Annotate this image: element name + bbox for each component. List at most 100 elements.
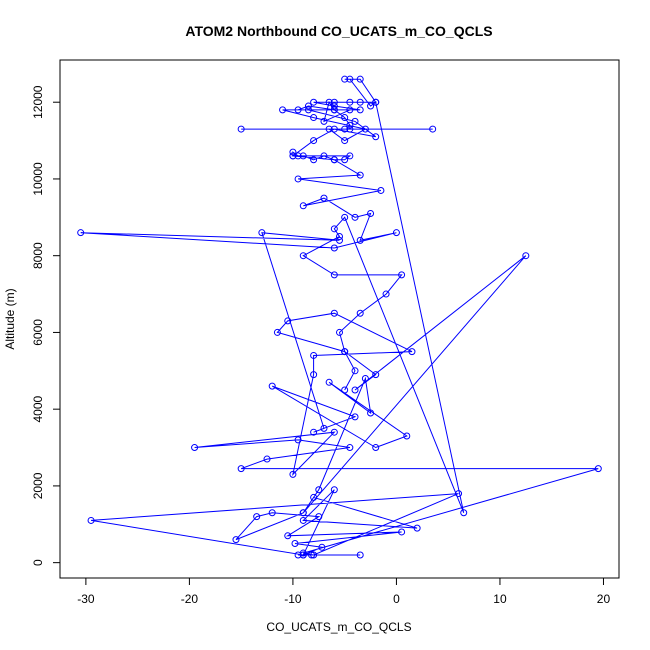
x-tick-label: -10: [284, 592, 302, 606]
data-point: [299, 509, 307, 517]
data-point: [304, 102, 312, 110]
data-point: [330, 106, 338, 114]
data-point: [299, 202, 307, 210]
y-axis-label: Altitude (m): [3, 288, 17, 349]
data-point: [330, 271, 338, 279]
data-point: [346, 98, 354, 106]
y-tick-label: 8000: [31, 242, 45, 269]
data-point: [341, 386, 349, 394]
data-point: [330, 156, 338, 164]
data-point: [330, 225, 338, 233]
data-point: [87, 516, 95, 524]
data-point: [310, 493, 318, 501]
data-point: [356, 309, 364, 317]
data-point: [310, 351, 318, 359]
plot-frame: [59, 59, 620, 579]
data-point: [341, 156, 349, 164]
data-point: [341, 137, 349, 145]
data-point: [367, 209, 375, 217]
data-point: [237, 465, 245, 473]
data-point: [330, 428, 338, 436]
data-point: [284, 317, 292, 325]
data-point: [356, 551, 364, 559]
data-point: [310, 371, 318, 379]
data-point: [392, 229, 400, 237]
data-point: [268, 382, 276, 390]
data-point: [310, 551, 318, 559]
data-point: [304, 106, 312, 114]
series-line: [80, 78, 599, 556]
data-point: [273, 328, 281, 336]
data-point: [315, 486, 323, 494]
data-point: [377, 186, 385, 194]
y-tick-label: 12000: [31, 85, 45, 119]
x-tick-label: 10: [493, 592, 507, 606]
data-point: [351, 413, 359, 421]
data-point: [325, 125, 333, 133]
data-point: [310, 114, 318, 122]
data-point: [258, 229, 266, 237]
x-axis-label: CO_UCATS_m_CO_QCLS: [266, 620, 411, 634]
data-point: [320, 424, 328, 432]
data-point: [351, 117, 359, 125]
data-point: [413, 524, 421, 532]
data-point: [356, 106, 364, 114]
data-point: [289, 152, 297, 160]
data-point: [310, 428, 318, 436]
data-point: [346, 444, 354, 452]
data-point: [310, 156, 318, 164]
data-point: [299, 252, 307, 260]
data-point: [310, 98, 318, 106]
data-point: [351, 367, 359, 375]
data-point: [367, 409, 375, 417]
data-point: [299, 549, 307, 557]
data-point: [372, 371, 380, 379]
data-point: [346, 75, 354, 83]
data-point: [522, 252, 530, 260]
data-point: [460, 509, 468, 517]
data-point: [341, 114, 349, 122]
data-point: [372, 133, 380, 141]
data-point: [336, 236, 343, 244]
data-point: [398, 528, 406, 536]
x-tick-label: 20: [597, 592, 611, 606]
y-tick-label: 6000: [31, 319, 45, 346]
data-point: [289, 148, 297, 156]
y-tick-label: 4000: [31, 396, 45, 423]
data-point: [361, 125, 369, 133]
data-point: [294, 106, 302, 114]
data-point: [351, 386, 359, 394]
data-point: [341, 125, 349, 133]
y-tick-label: 0: [31, 559, 45, 566]
data-point: [299, 551, 307, 559]
data-point: [336, 233, 343, 241]
data-point: [308, 551, 316, 559]
data-point: [294, 152, 302, 160]
x-tick-label: -30: [77, 592, 95, 606]
data-point: [346, 121, 354, 129]
data-point: [361, 374, 369, 382]
data-point: [336, 328, 343, 336]
data-point: [237, 125, 245, 133]
data-point: [346, 152, 354, 160]
data-point: [284, 532, 292, 540]
data-point: [263, 455, 271, 463]
data-point: [315, 513, 323, 521]
data-point: [232, 536, 240, 544]
data-point: [356, 98, 364, 106]
data-point: [356, 171, 364, 179]
data-point: [330, 102, 338, 110]
y-tick-label: 2000: [31, 472, 45, 499]
data-point: [356, 236, 364, 244]
data-point: [382, 290, 390, 298]
x-tick-label: -20: [181, 592, 199, 606]
data-point: [341, 75, 349, 83]
x-tick-label: 0: [393, 592, 400, 606]
data-point: [346, 106, 354, 114]
data-point: [356, 75, 364, 83]
data-point: [320, 117, 328, 125]
data-point: [367, 102, 375, 110]
data-point: [372, 98, 380, 106]
data-point: [341, 348, 349, 356]
